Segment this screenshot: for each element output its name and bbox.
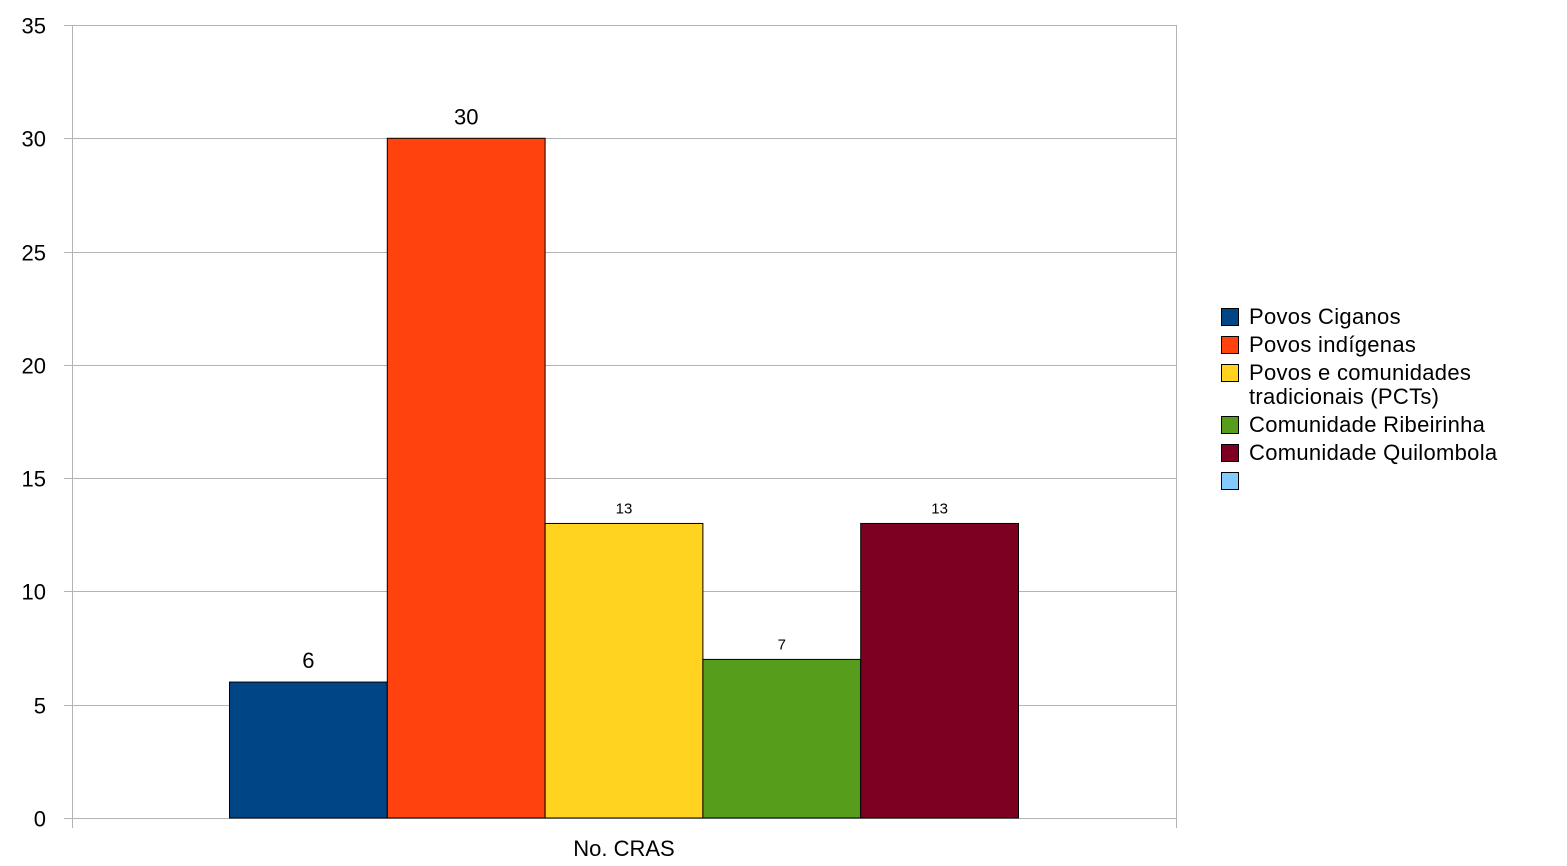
data-label: 13 (931, 500, 948, 517)
bar (860, 522, 1020, 819)
x-tick-label: No. CRAS (573, 836, 674, 861)
bars (229, 137, 1020, 819)
legend-swatch (1221, 444, 1239, 462)
y-tick-label: 5 (34, 694, 46, 719)
legend-item: Comunidade Quilombola (1221, 441, 1567, 465)
bar (544, 522, 704, 819)
legend-swatch (1221, 416, 1239, 434)
bar (229, 681, 388, 819)
y-tick-label: 0 (34, 807, 46, 832)
bar (386, 137, 546, 819)
legend-label: Povos e comunidades tradicionais (PCTs) (1249, 360, 1472, 409)
y-tick-labels: 0 5 10 15 20 25 30 35 (22, 14, 46, 832)
legend-label: Povos indígenas (1249, 332, 1417, 357)
data-label: 6 (302, 648, 314, 673)
bar (702, 658, 862, 819)
legend-item: Povos e comunidades tradicionais (PCTs) (1221, 361, 1567, 409)
y-tick-label: 15 (22, 467, 46, 492)
y-tick-label: 10 (22, 580, 46, 605)
data-label: 7 (778, 636, 786, 653)
data-label: 30 (454, 104, 478, 129)
data-label: 13 (616, 500, 633, 517)
legend-label: Comunidade Ribeirinha (1249, 412, 1486, 437)
y-tick-label: 25 (22, 241, 46, 266)
legend: Povos Ciganos Povos indígenas Povos e comu… (1221, 305, 1567, 497)
y-tick-label: 35 (22, 14, 46, 39)
legend-swatch (1221, 308, 1239, 326)
y-tick-label: 20 (22, 354, 46, 379)
legend-label: Povos Ciganos (1249, 304, 1401, 329)
value-labels: 6 30 13 7 13 (302, 104, 948, 673)
legend-item: Comunidade Ribeirinha (1221, 413, 1567, 437)
x-tick-labels: No. CRAS (573, 836, 674, 861)
legend-item: Povos indígenas (1221, 333, 1567, 357)
legend-swatch (1221, 364, 1239, 382)
legend-item (1221, 469, 1567, 493)
legend-label: Comunidade Quilombola (1249, 440, 1498, 465)
legend-swatch (1221, 336, 1239, 354)
legend-item: Povos Ciganos (1221, 305, 1567, 329)
legend-swatch (1221, 472, 1239, 490)
y-tick-label: 30 (22, 127, 46, 152)
